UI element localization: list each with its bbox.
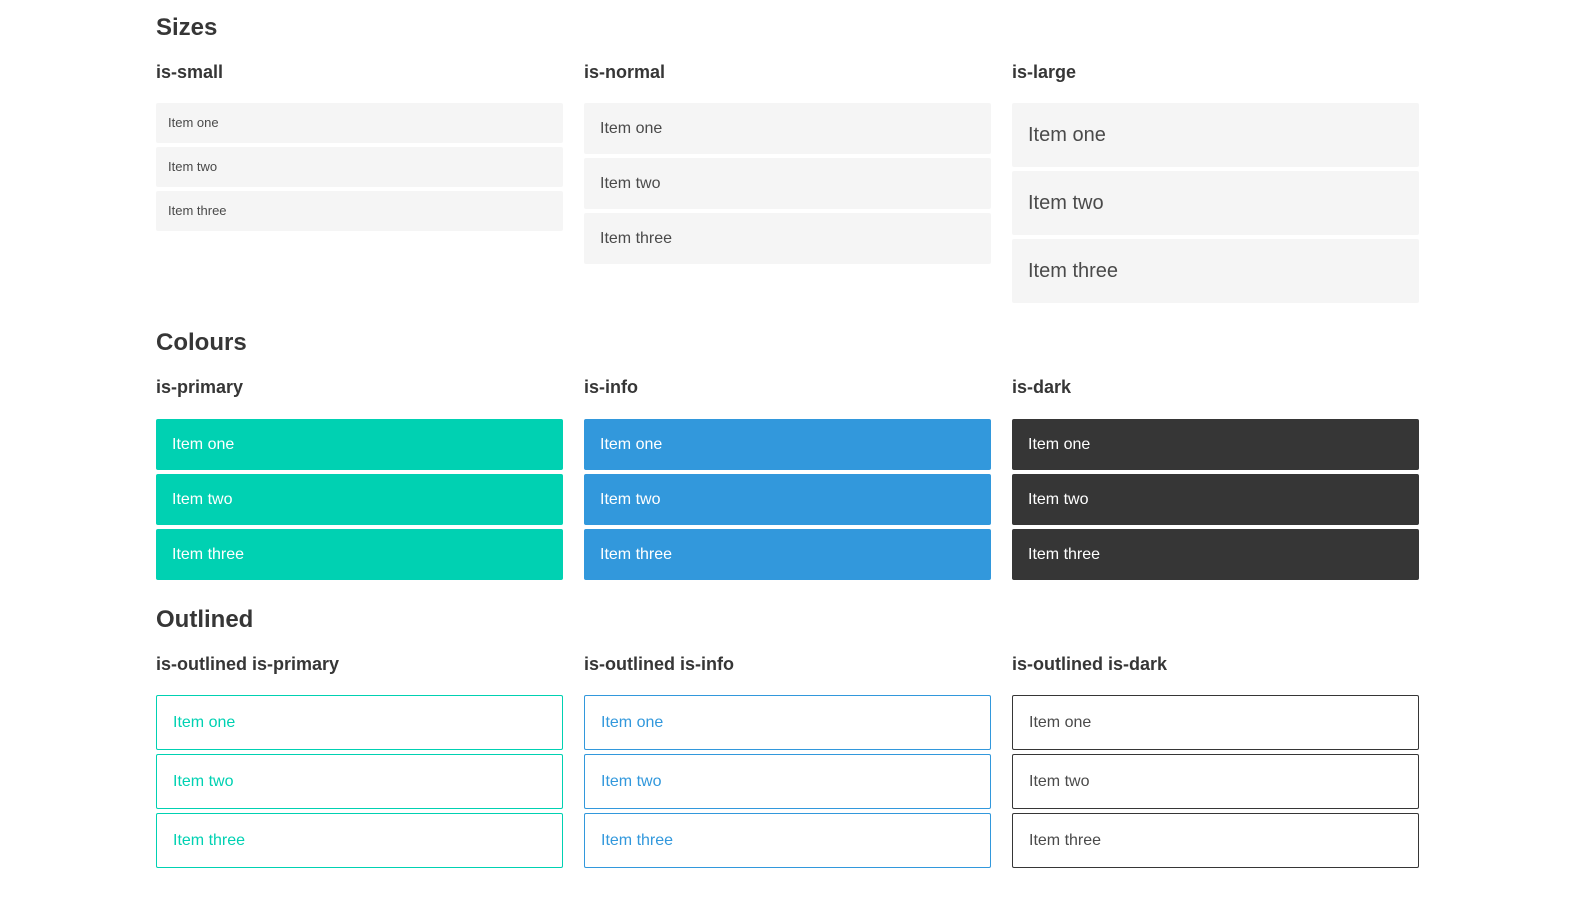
section-title-colours: Colours (156, 329, 247, 357)
group-is-normal: is-normal Item one Item two Item three (584, 62, 991, 308)
group-is-small: is-small Item one Item two Item three (156, 62, 563, 308)
group-label-outlined-dark: is-outlined is-dark (1012, 653, 1168, 674)
list-item[interactable]: Item one (584, 695, 991, 751)
list-item[interactable]: Item two (1012, 754, 1419, 810)
list-primary: Item one Item two Item three (156, 418, 563, 580)
list-item[interactable]: Item three (156, 191, 563, 232)
section-title-outlined: Outlined (156, 605, 254, 633)
list-item[interactable]: Item two (1012, 171, 1419, 236)
list-info: Item one Item two Item three (584, 418, 991, 580)
list-outlined-dark: Item one Item two Item three (1012, 695, 1419, 869)
list-item[interactable]: Item three (156, 813, 563, 869)
list-item[interactable]: Item two (584, 158, 991, 210)
group-outlined-info: is-outlined is-info Item one Item two It… (584, 654, 991, 873)
list-item[interactable]: Item three (1012, 813, 1419, 869)
list-item[interactable]: Item one (584, 418, 991, 470)
group-label-outlined-info: is-outlined is-info (584, 653, 734, 674)
list-item[interactable]: Item one (156, 695, 563, 751)
list-normal: Item one Item two Item three (584, 103, 991, 265)
outlined-row: is-outlined is-primary Item one Item two… (156, 654, 1439, 873)
section-colours: Colours is-primary Item one Item two Ite… (156, 329, 1439, 583)
list-item[interactable]: Item one (1012, 103, 1419, 168)
list-outlined-info: Item one Item two Item three (584, 695, 991, 869)
list-item[interactable]: Item one (156, 418, 563, 470)
group-outlined-dark: is-outlined is-dark Item one Item two It… (1012, 654, 1419, 873)
list-item[interactable]: Item two (156, 473, 563, 525)
list-large: Item one Item two Item three (1012, 103, 1419, 304)
group-label-is-normal: is-normal (584, 61, 666, 82)
section-outlined: Outlined is-outlined is-primary Item one… (156, 606, 1439, 872)
list-item[interactable]: Item three (584, 528, 991, 580)
group-label-is-primary: is-primary (156, 377, 244, 398)
group-is-large: is-large Item one Item two Item three (1012, 62, 1419, 308)
group-label-is-small: is-small (156, 61, 224, 82)
group-label-is-large: is-large (1012, 61, 1077, 82)
group-label-is-dark: is-dark (1012, 377, 1072, 398)
group-is-dark: is-dark Item one Item two Item three (1012, 377, 1419, 584)
list-item[interactable]: Item three (1012, 239, 1419, 304)
list-item[interactable]: Item three (584, 813, 991, 869)
list-item[interactable]: Item two (1012, 473, 1419, 525)
list-item[interactable]: Item two (156, 147, 563, 188)
colours-row: is-primary Item one Item two Item three … (156, 377, 1439, 584)
sizes-row: is-small Item one Item two Item three is… (156, 62, 1439, 308)
list-item[interactable]: Item two (584, 754, 991, 810)
list-item[interactable]: Item two (156, 754, 563, 810)
section-title-sizes: Sizes (156, 14, 218, 41)
list-item[interactable]: Item three (1012, 528, 1419, 580)
group-is-info: is-info Item one Item two Item three (584, 377, 991, 584)
list-small: Item one Item two Item three (156, 103, 563, 232)
list-item[interactable]: Item one (1012, 418, 1419, 470)
group-label-outlined-primary: is-outlined is-primary (156, 653, 340, 674)
list-item[interactable]: Item one (584, 103, 991, 155)
list-item[interactable]: Item two (584, 473, 991, 525)
list-item[interactable]: Item one (1012, 695, 1419, 751)
list-item[interactable]: Item three (156, 528, 563, 580)
group-label-is-info: is-info (584, 377, 638, 398)
section-sizes: Sizes is-small Item one Item two Item th… (156, 14, 1439, 307)
list-outlined-primary: Item one Item two Item three (156, 695, 563, 869)
group-is-primary: is-primary Item one Item two Item three (156, 377, 563, 584)
list-item[interactable]: Item three (584, 213, 991, 265)
group-outlined-primary: is-outlined is-primary Item one Item two… (156, 654, 563, 873)
list-dark: Item one Item two Item three (1012, 418, 1419, 580)
list-item[interactable]: Item one (156, 103, 563, 144)
